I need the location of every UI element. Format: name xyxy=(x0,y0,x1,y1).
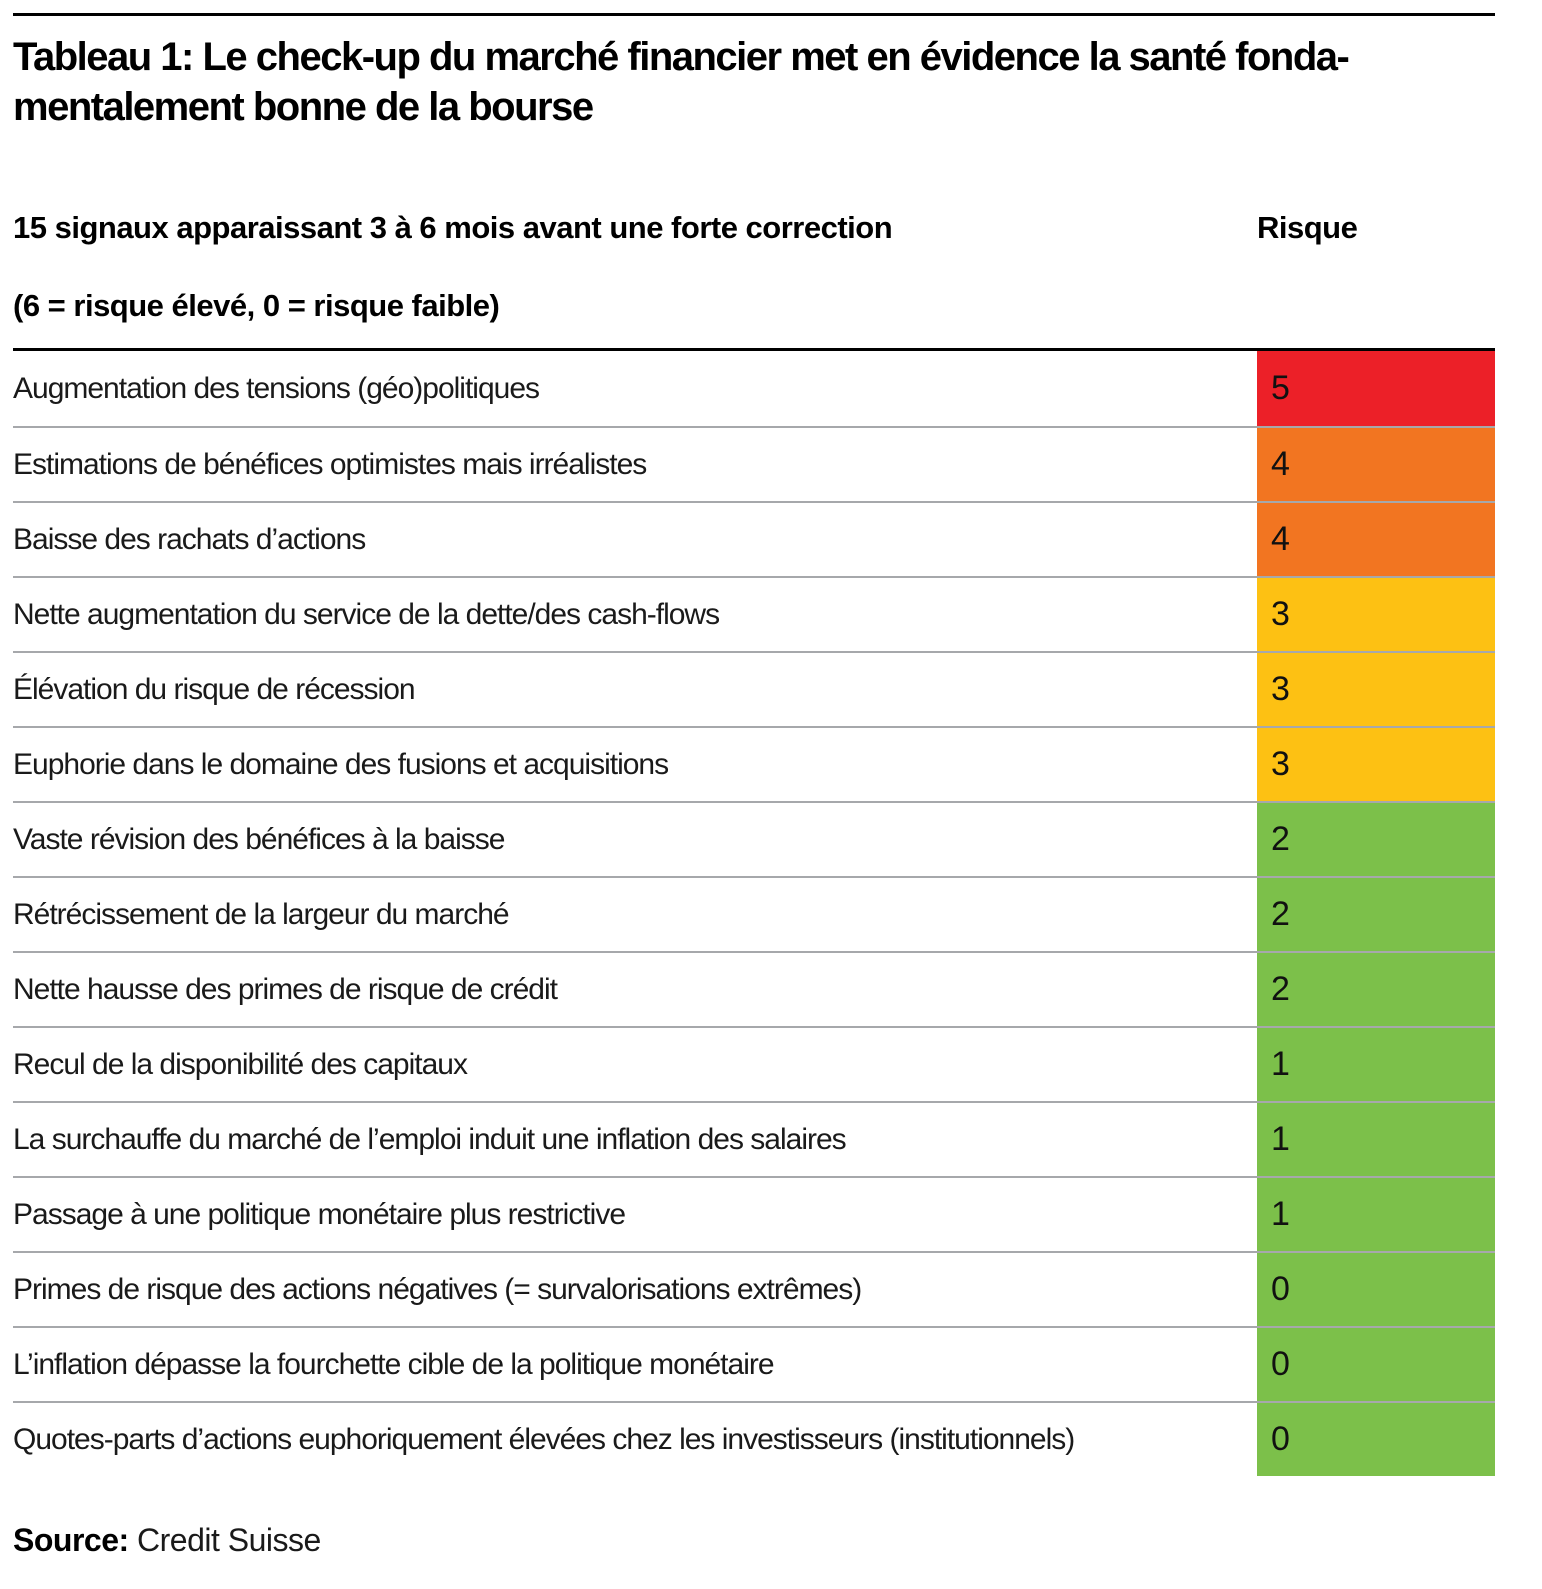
risk-cell: 2 xyxy=(1257,878,1495,951)
table-row: Passage à une politique monétaire plus r… xyxy=(13,1176,1495,1251)
table-row: Nette hausse des primes de risque de cré… xyxy=(13,951,1495,1026)
table-row: Euphorie dans le domaine des fusions et … xyxy=(13,726,1495,801)
risk-value: 5 xyxy=(1271,369,1290,407)
risk-value: 0 xyxy=(1271,1270,1290,1308)
risk-value: 3 xyxy=(1271,745,1290,783)
table-row: Nette augmentation du service de la dett… xyxy=(13,576,1495,651)
risk-value: 1 xyxy=(1271,1195,1290,1233)
risk-cell: 3 xyxy=(1257,653,1495,726)
figure-title-line-1: Tableau 1: Le check-up du marché financi… xyxy=(13,35,1350,79)
source-label: Source: xyxy=(13,1522,129,1558)
risk-cell: 3 xyxy=(1257,578,1495,651)
table-row: Quotes-parts d’actions euphoriquement él… xyxy=(13,1401,1495,1476)
risk-value: 4 xyxy=(1271,445,1290,483)
risk-cell: 2 xyxy=(1257,953,1495,1026)
risk-cell: 5 xyxy=(1257,351,1495,426)
risk-value: 0 xyxy=(1271,1345,1290,1383)
risk-value: 1 xyxy=(1271,1120,1290,1158)
risk-cell: 2 xyxy=(1257,803,1495,876)
signal-label: Baisse des rachats d’actions xyxy=(13,522,366,556)
risk-cell: 3 xyxy=(1257,728,1495,801)
signal-label: La surchauffe du marché de l’emploi indu… xyxy=(13,1122,847,1156)
risk-scale-note: (6 = risque élevé, 0 = risque faible) xyxy=(13,288,500,323)
signal-label: Recul de la disponibilité des capitaux xyxy=(13,1047,468,1081)
risk-cell: 1 xyxy=(1257,1103,1495,1176)
top-rule xyxy=(13,13,1495,16)
signal-label: Vaste révision des bénéfices à la baisse xyxy=(13,822,505,856)
signal-label: Nette hausse des primes de risque de cré… xyxy=(13,972,558,1006)
signal-label: Élévation du risque de récession xyxy=(13,672,416,706)
table-row: Recul de la disponibilité des capitaux 1 xyxy=(13,1026,1495,1101)
signal-label: Estimations de bénéfices optimistes mais… xyxy=(13,447,647,481)
signal-label: Augmentation des tensions (géo)politique… xyxy=(13,371,540,405)
risk-value: 4 xyxy=(1271,520,1290,558)
table-row: Estimations de bénéfices optimistes mais… xyxy=(13,426,1495,501)
table-row: Élévation du risque de récession 3 xyxy=(13,651,1495,726)
table-row: Augmentation des tensions (géo)politique… xyxy=(13,351,1495,426)
risk-column-header: Risque xyxy=(1257,210,1358,245)
risk-cell: 1 xyxy=(1257,1028,1495,1101)
risk-value: 2 xyxy=(1271,820,1290,858)
table-row: L’inflation dépasse la fourchette cible … xyxy=(13,1326,1495,1401)
signal-label: Primes de risque des actions négatives (… xyxy=(13,1272,862,1306)
risk-cell: 1 xyxy=(1257,1178,1495,1251)
signal-label: Quotes-parts d’actions euphoriquement él… xyxy=(13,1422,1075,1456)
risk-value: 2 xyxy=(1271,970,1290,1008)
risk-value: 2 xyxy=(1271,895,1290,933)
risk-value: 3 xyxy=(1271,595,1290,633)
figure-title-line-2: mentalement bonne de la bourse xyxy=(13,85,594,129)
table-row: La surchauffe du marché de l’emploi indu… xyxy=(13,1101,1495,1176)
risk-cell: 0 xyxy=(1257,1403,1495,1476)
table-row: Primes de risque des actions négatives (… xyxy=(13,1251,1495,1326)
risk-cell: 4 xyxy=(1257,428,1495,501)
source-line: Source: Credit Suisse xyxy=(13,1522,1495,1559)
table-row: Baisse des rachats d’actions 4 xyxy=(13,501,1495,576)
risk-cell: 0 xyxy=(1257,1328,1495,1401)
signals-table: Augmentation des tensions (géo)politique… xyxy=(13,348,1495,1476)
column-headers: 15 signaux apparaissant 3 à 6 mois avant… xyxy=(13,210,1495,246)
signals-column-header: 15 signaux apparaissant 3 à 6 mois avant… xyxy=(13,210,893,245)
signal-label: Rétrécissement de la largeur du marché xyxy=(13,897,510,931)
table-row: Vaste révision des bénéfices à la baisse… xyxy=(13,801,1495,876)
source-value: Credit Suisse xyxy=(137,1522,321,1558)
signal-label: Passage à une politique monétaire plus r… xyxy=(13,1197,626,1231)
risk-value: 0 xyxy=(1271,1420,1290,1458)
risk-value: 3 xyxy=(1271,670,1290,708)
signal-label: Nette augmentation du service de la dett… xyxy=(13,597,720,631)
signal-label: L’inflation dépasse la fourchette cible … xyxy=(13,1347,775,1381)
figure-title: Tableau 1: Le check-up du marché financi… xyxy=(13,32,1495,132)
table-row: Rétrécissement de la largeur du marché 2 xyxy=(13,876,1495,951)
signal-label: Euphorie dans le domaine des fusions et … xyxy=(13,747,669,781)
risk-value: 1 xyxy=(1271,1045,1290,1083)
risk-cell: 4 xyxy=(1257,503,1495,576)
risk-cell: 0 xyxy=(1257,1253,1495,1326)
